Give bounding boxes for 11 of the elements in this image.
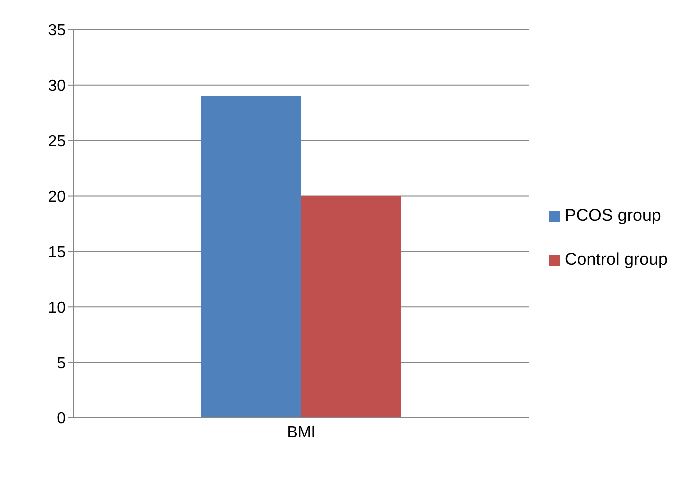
legend-label: Control group: [564, 250, 668, 270]
y-tick-label: 0: [57, 410, 66, 428]
y-tick-label: 20: [48, 188, 66, 206]
y-tick-label: 25: [48, 134, 66, 151]
y-tick-label: 10: [48, 300, 66, 317]
y-tick-label: 5: [57, 355, 66, 372]
y-tick-label: 35: [48, 22, 66, 40]
legend-label: PCOS group: [564, 206, 662, 226]
y-tick-label: 15: [48, 244, 66, 262]
y-tick-label: 30: [48, 78, 66, 96]
x-tick-label: BMI: [287, 424, 316, 442]
